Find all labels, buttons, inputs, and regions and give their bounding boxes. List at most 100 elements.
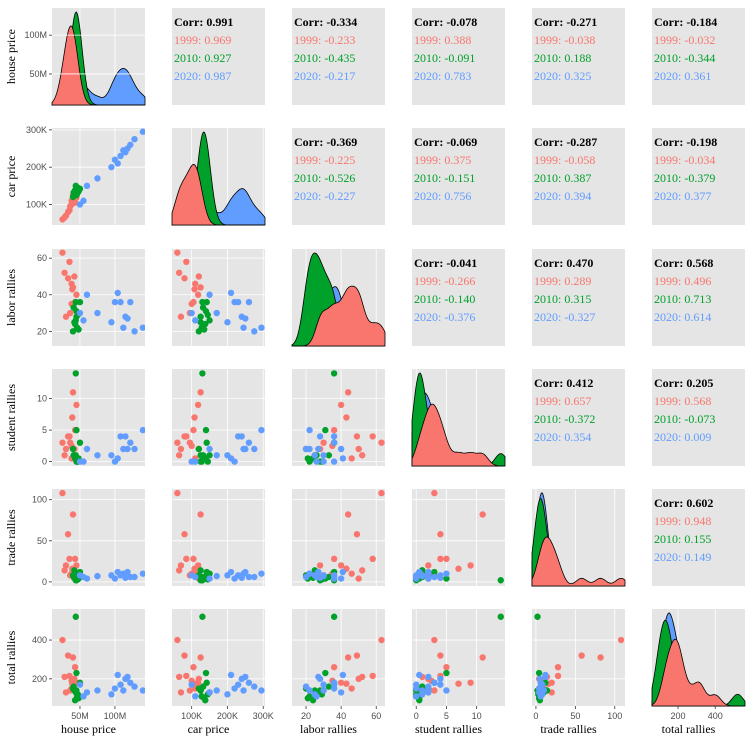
point-2020-5-2-0 — [108, 319, 115, 326]
point-2010-0-5-1 — [199, 613, 206, 620]
point-1999-8-4-2 — [330, 555, 338, 563]
point-1999-6-4-2 — [344, 511, 352, 518]
point-1999-8-3-2 — [330, 426, 338, 434]
point-1999-0-5-3 — [431, 636, 438, 644]
corr-g2010-4-5: 2010: 0.155 — [654, 532, 711, 546]
point-2020-3-5-1 — [245, 679, 253, 686]
point-2020-10-2-0 — [76, 309, 84, 317]
point-1999-1-4-2 — [316, 562, 324, 569]
point-2020-1-2-1 — [240, 324, 247, 331]
corr-g2010-1-5: 2010: -0.379 — [654, 171, 715, 185]
point-2020-7-4-1 — [258, 570, 265, 577]
point-2020-0-5-3 — [437, 681, 444, 688]
corr-g2010-0-3: 2010: -0.091 — [414, 51, 475, 65]
point-1999-6-3-0 — [69, 389, 77, 396]
point-1999-3-2-0 — [66, 258, 73, 266]
point-2020-6-2-0 — [131, 328, 138, 335]
point-2010-8-2-1 — [202, 320, 209, 328]
point-2020-2-5-3 — [425, 673, 432, 681]
point-1999-0-4-0 — [59, 489, 66, 497]
corr-overall-2-5: Corr: 0.568 — [654, 256, 713, 270]
point-2020-8-1-0 — [114, 160, 121, 167]
corr-overall-0-2: Corr: -0.334 — [294, 15, 357, 29]
xlabel-4: trade rallies — [540, 722, 597, 736]
point-1999-8-5-3 — [443, 664, 450, 671]
point-2010-0-4-3 — [497, 577, 504, 584]
point-1999-10-4-0 — [64, 531, 72, 538]
point-1999-5-2-1 — [195, 273, 203, 280]
point-2020-9-2-0 — [83, 291, 91, 298]
point-2020-6-4-0 — [131, 573, 138, 581]
point-2020-3-5-3 — [431, 679, 438, 686]
point-2020-8-3-1 — [227, 455, 235, 462]
point-2020-6-4-1 — [251, 573, 258, 581]
point-2020-11-4-3 — [413, 573, 420, 581]
point-2020-5-3-2 — [311, 452, 319, 459]
xlabel-2: labor rallies — [300, 722, 357, 736]
panel-2-5 — [652, 249, 745, 346]
corr-g1999-0-3: 1999: 0.388 — [414, 33, 471, 47]
point-2020-4-3-2 — [330, 458, 338, 465]
point-2020-1-5-1 — [240, 687, 247, 694]
ytick-4-2: 100 — [32, 495, 47, 505]
point-2020-9-5-2 — [337, 689, 345, 696]
point-1999-10-4-1 — [181, 531, 188, 538]
point-1999-6-5-1 — [197, 654, 204, 661]
point-1999-0-3-0 — [59, 439, 66, 446]
point-1999-8-4-1 — [190, 555, 197, 563]
point-1999-10-4-2 — [353, 531, 361, 538]
point-2010-1-4-3 — [443, 575, 450, 582]
point-2020-3-1-0 — [127, 141, 134, 148]
point-1999-3-4-3 — [437, 555, 444, 563]
point-1999-12-4-3 — [455, 565, 462, 572]
point-1999-10-3-2 — [353, 433, 361, 440]
point-2020-0-3-0 — [117, 433, 124, 440]
point-2020-8-5-3 — [416, 671, 423, 679]
panel-2-3 — [412, 249, 505, 346]
point-2020-7-4-3 — [443, 570, 450, 577]
corr-g2020-3-4: 2020: 0.354 — [534, 430, 591, 444]
point-2020-8-2-1 — [227, 289, 235, 297]
point-2020-5-3-0 — [108, 452, 115, 459]
point-2020-13-4-1 — [238, 574, 245, 581]
point-1999-8-4-3 — [443, 555, 450, 563]
density-1999-2 — [292, 285, 386, 347]
point-1999-10-5-2 — [353, 652, 361, 659]
point-2020-11-2-1 — [192, 317, 199, 324]
ytick-2-0: 20 — [37, 326, 47, 336]
point-2020-4-5-0 — [111, 685, 119, 692]
point-2020-11-3-2 — [313, 458, 320, 465]
point-1999-2-4-1 — [175, 567, 183, 574]
point-1999-10-5-0 — [64, 652, 72, 659]
point-2020-1-2-0 — [120, 324, 127, 331]
point-1999-6-4-0 — [69, 511, 77, 518]
point-2010-11-5-1 — [197, 687, 204, 694]
point-2020-0-1-0 — [117, 152, 124, 160]
point-2020-4-5-1 — [231, 685, 238, 692]
point-2010-8-2-0 — [71, 320, 79, 328]
ylabel-0: house price — [4, 29, 18, 84]
point-1999-2-5-1 — [175, 673, 183, 681]
point-1999-6-5-4 — [597, 654, 604, 661]
point-2010-11-1-0 — [73, 191, 80, 199]
point-1999-3-4-2 — [369, 555, 376, 563]
point-2010-9-3-0 — [76, 439, 84, 446]
point-2020-9-5-3 — [425, 689, 432, 696]
xtick-4-2: 100 — [607, 711, 622, 721]
point-1999-1-4-0 — [62, 562, 70, 569]
point-1999-2-4-2 — [358, 567, 366, 574]
point-2020-13-2-0 — [122, 313, 129, 320]
point-2020-2-4-1 — [242, 568, 249, 576]
point-1999-7-3-2 — [337, 401, 345, 409]
point-2020-12-5-3 — [419, 687, 426, 694]
point-2010-11-4-0 — [73, 577, 80, 584]
point-1999-0-5-4 — [617, 636, 625, 644]
point-2020-10-5-0 — [76, 681, 84, 688]
point-2020-4-4-2 — [330, 575, 338, 582]
point-1999-6-5-3 — [479, 654, 486, 661]
point-2020-12-3-1 — [213, 452, 220, 459]
xtick-1-1: 200K — [217, 711, 238, 721]
point-2020-7-3-2 — [306, 426, 313, 434]
point-2010-0-5-3 — [497, 613, 504, 620]
